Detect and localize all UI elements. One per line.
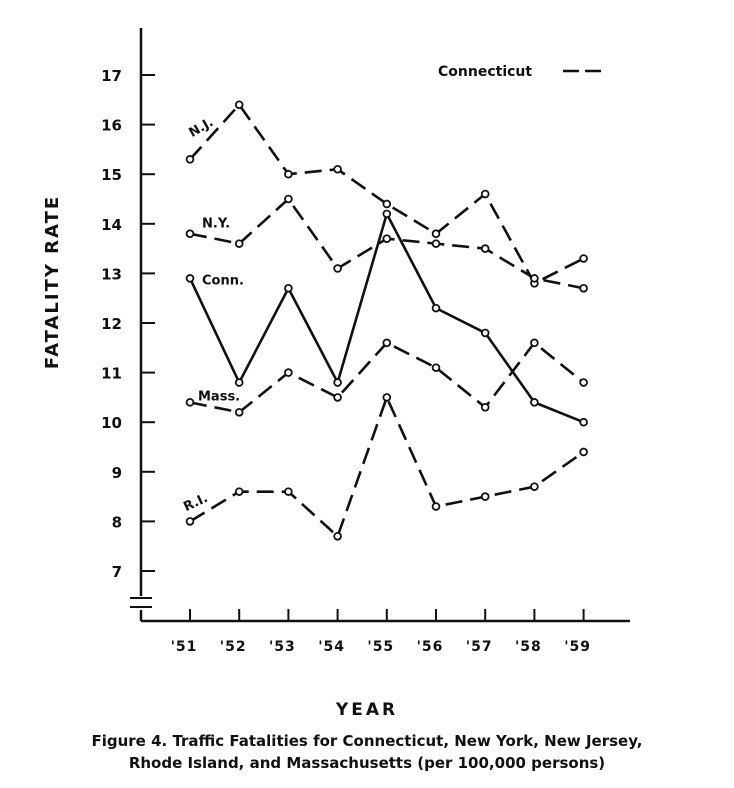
y-axis-ticks: 7 8 9 10 11 12 13 14 15 16 17	[101, 67, 155, 581]
data-point-nj	[284, 169, 293, 179]
data-point-ri	[185, 517, 195, 526]
y-tick-label: 9	[112, 464, 122, 482]
series-line-mass	[189, 341, 585, 414]
data-point-ny	[284, 194, 293, 204]
data-point-ny	[234, 239, 244, 248]
x-tick-label: '55	[367, 639, 394, 655]
data-point-ri	[333, 531, 342, 541]
x-tick-label: '59	[564, 639, 591, 655]
y-tick-label: 10	[101, 414, 122, 432]
data-point-nj	[431, 229, 441, 239]
x-axis-ticks: '51 '52 '53 '54 '55 '56 '57 '58 '59	[171, 609, 591, 655]
series-lines	[185, 100, 588, 541]
data-point-conn	[480, 328, 490, 338]
series-labels: N.J.N.Y.Conn.Mass.R.I.	[181, 115, 244, 515]
data-point-ri	[234, 487, 244, 496]
data-point-ri	[530, 482, 539, 491]
x-tick-label: '51	[171, 639, 198, 655]
data-point-mass	[480, 403, 490, 412]
data-point-ny	[382, 234, 392, 243]
x-tick-label: '58	[515, 639, 542, 655]
y-tick-label: 14	[101, 216, 122, 234]
data-point-conn	[185, 274, 195, 283]
data-point-ri	[382, 393, 392, 402]
data-point-ny	[333, 264, 342, 273]
data-point-ri	[480, 492, 490, 501]
x-tick-label: '56	[417, 639, 444, 655]
series-label-conn: Conn.	[202, 273, 244, 288]
data-point-conn	[579, 417, 588, 427]
data-point-ny	[431, 239, 441, 248]
series-label-mass: Mass.	[198, 389, 240, 404]
series-line-nj	[189, 103, 585, 285]
data-point-nj	[333, 164, 342, 174]
data-point-conn	[284, 283, 293, 293]
series-label-ny: N.Y.	[202, 217, 230, 232]
y-tick-label: 15	[101, 166, 122, 184]
y-tick-label: 16	[101, 117, 122, 135]
data-point-conn	[431, 303, 441, 313]
data-point-mass	[530, 338, 539, 348]
x-tick-label: '52	[220, 639, 247, 655]
x-tick-label: '54	[318, 639, 345, 655]
data-point-mass	[185, 398, 195, 407]
figure-caption-line-2: Rhode Island, and Massachusetts (per 100…	[128, 754, 606, 772]
y-tick-label: 17	[101, 67, 122, 85]
data-point-nj	[579, 254, 588, 263]
legend-label: Connecticut	[438, 64, 532, 80]
y-axis-title: FATALITY RATE	[42, 195, 63, 369]
series-line-conn	[188, 212, 585, 424]
series-label-ri: R.I.	[181, 491, 210, 515]
y-tick-label: 11	[101, 365, 122, 383]
series-line-ri	[189, 396, 585, 538]
data-point-mass	[579, 378, 588, 387]
data-point-nj	[234, 100, 244, 110]
data-point-ny	[530, 274, 539, 283]
data-point-mass	[333, 393, 342, 402]
data-point-conn	[382, 209, 392, 219]
data-point-mass	[234, 407, 244, 417]
data-point-conn	[530, 398, 539, 407]
data-point-nj	[185, 155, 195, 164]
y-tick-label: 7	[112, 563, 122, 581]
y-tick-label: 12	[101, 315, 122, 333]
y-tick-label: 8	[112, 513, 122, 531]
legend: Connecticut	[438, 64, 606, 80]
figure-caption-line-1: Figure 4. Traffic Fatalities for Connect…	[91, 732, 643, 750]
data-point-ri	[579, 447, 588, 457]
x-tick-label: '53	[269, 639, 296, 655]
data-point-mass	[284, 368, 293, 377]
data-point-ny	[579, 283, 588, 293]
x-tick-label: '57	[466, 639, 493, 655]
y-tick-label: 13	[101, 265, 122, 283]
data-point-conn	[333, 378, 342, 387]
data-point-conn	[234, 378, 244, 387]
data-point-mass	[431, 363, 441, 372]
data-point-ri	[284, 487, 293, 496]
data-point-nj	[480, 189, 490, 199]
chart-axes	[130, 28, 630, 623]
data-point-nj	[382, 199, 392, 209]
data-point-mass	[382, 338, 392, 348]
data-point-ri	[431, 502, 441, 511]
data-point-ny	[480, 244, 490, 253]
x-axis-title: YEAR	[335, 700, 399, 720]
data-point-ny	[185, 229, 195, 239]
